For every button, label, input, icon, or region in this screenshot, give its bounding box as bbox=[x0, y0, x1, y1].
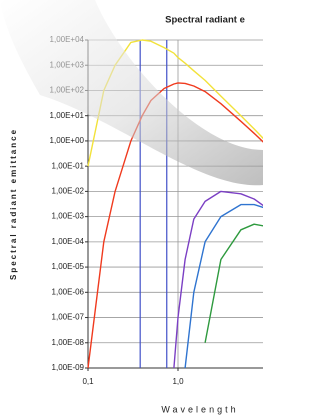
x-tick-label: 1,0 bbox=[172, 377, 184, 386]
y-tick-label: 1,00E-05 bbox=[52, 262, 85, 271]
y-axis-label: Spectral radiant emittance bbox=[9, 128, 18, 280]
x-axis-label: Wavelength bbox=[161, 404, 238, 414]
y-tick-label: 1,00E-06 bbox=[52, 287, 85, 296]
y-tick-label: 1,00E-09 bbox=[52, 363, 85, 372]
chart: Spectral radiant e Wavelength Spectral r… bbox=[0, 0, 263, 419]
y-tick-label: 1,00E+00 bbox=[50, 136, 85, 145]
y-tick-label: 1,00E-07 bbox=[52, 313, 85, 322]
y-tick-label: 1,00E-08 bbox=[52, 338, 85, 347]
y-tick-label: 1,00E+01 bbox=[50, 111, 85, 120]
y-tick-label: 1,00E-04 bbox=[52, 237, 85, 246]
chart-title: Spectral radiant e bbox=[165, 15, 245, 26]
y-tick-label: 1,00E-01 bbox=[52, 161, 85, 170]
y-tick-label: 1,00E-03 bbox=[52, 212, 85, 221]
y-tick-label: 1,00E-02 bbox=[52, 186, 85, 195]
x-tick-label: 0,1 bbox=[82, 377, 94, 386]
